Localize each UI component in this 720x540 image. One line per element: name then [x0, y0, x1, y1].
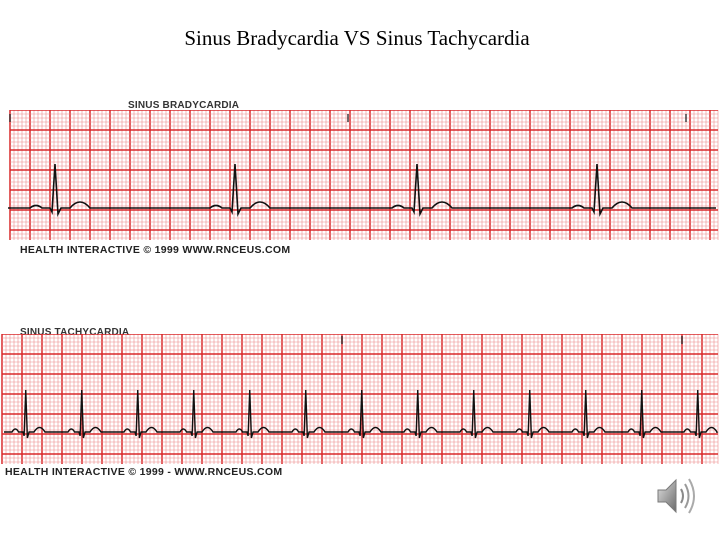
tachycardia-strip-label: SINUS TACHYCARDIA — [20, 327, 130, 338]
slide-title: Sinus Bradycardia VS Sinus Tachycardia — [184, 26, 530, 50]
tachycardia-trace — [4, 389, 719, 439]
bradycardia-strip-label: SINUS BRADYCARDIA — [128, 100, 240, 111]
tachycardia-credit-line: HEALTH INTERACTIVE © 1999 - WWW.RNCEUS.C… — [5, 466, 283, 478]
speaker-icon[interactable] — [652, 472, 702, 522]
ecg-grid — [9, 110, 719, 240]
bradycardia-trace — [8, 163, 716, 218]
bradycardia-credit-line: HEALTH INTERACTIVE © 1999 WWW.RNCEUS.COM — [20, 244, 291, 256]
bradycardia-ecg-strip — [8, 110, 719, 240]
ecg-grid — [1, 334, 719, 464]
tachycardia-ecg-strip — [1, 334, 719, 464]
